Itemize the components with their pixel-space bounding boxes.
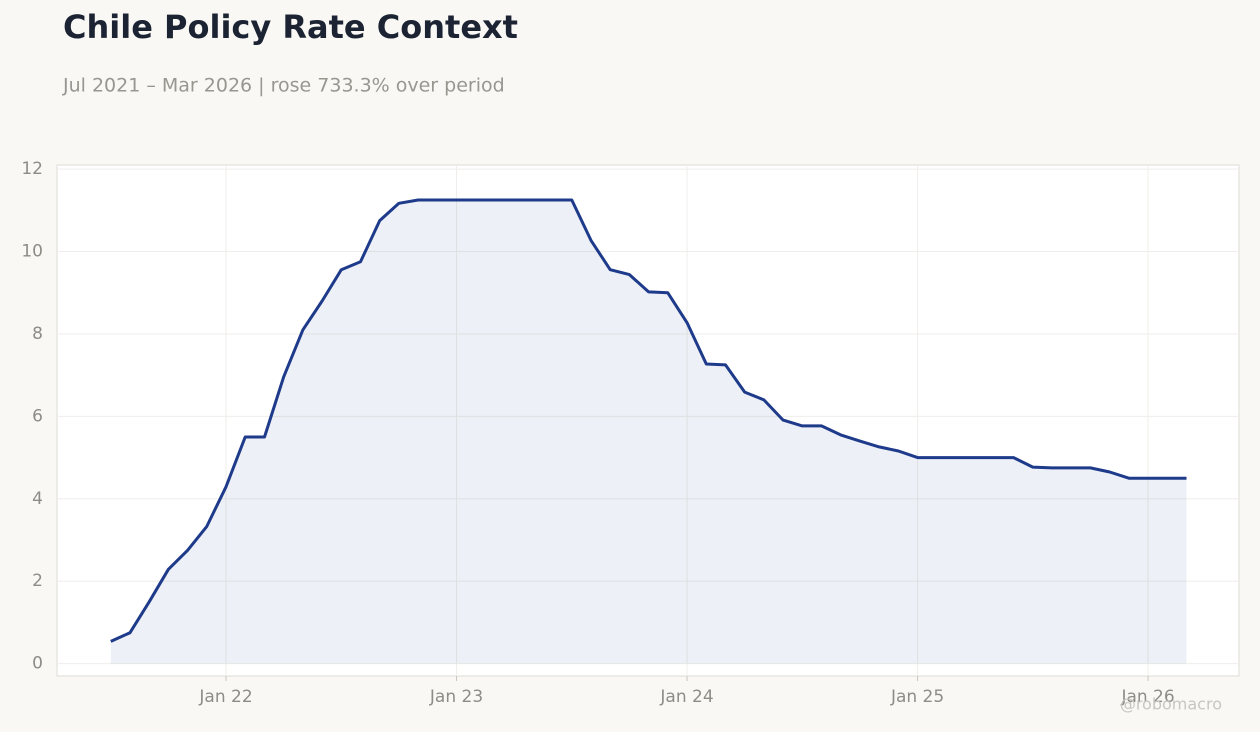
y-tick-label: 4 xyxy=(32,489,43,509)
x-tick-label: Jan 24 xyxy=(659,687,713,707)
x-tick-label: Jan 26 xyxy=(1120,687,1174,707)
y-tick-label: 12 xyxy=(21,159,43,179)
y-tick-label: 0 xyxy=(32,654,43,674)
y-tick-label: 8 xyxy=(32,324,43,344)
plot-area xyxy=(56,164,1240,677)
line xyxy=(110,198,1187,643)
x-tick-label: Jan 23 xyxy=(429,687,483,707)
y-tick-label: 10 xyxy=(21,242,43,262)
watermark: @robomacro xyxy=(1120,695,1222,714)
y-tick-label: 2 xyxy=(32,571,43,591)
chart-title: Chile Policy Rate Context xyxy=(63,8,518,46)
y-tick-label: 6 xyxy=(32,406,43,426)
area xyxy=(110,200,1187,664)
x-tick-label: Jan 22 xyxy=(198,687,252,707)
chart-subtitle: Jul 2021 – Mar 2026 | rose 733.3% over p… xyxy=(62,75,505,97)
x-tick-label: Jan 25 xyxy=(890,687,944,707)
